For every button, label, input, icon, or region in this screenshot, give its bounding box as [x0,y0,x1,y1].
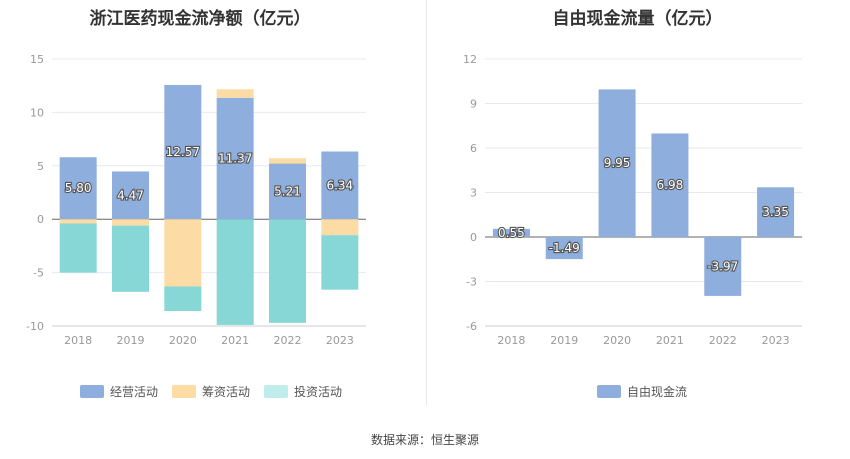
y-tick-label: 5 [37,160,44,173]
bar-financing [164,219,202,287]
bar-financing [59,219,97,224]
legend-swatch-free-cash [597,385,621,398]
x-tick-label: 2018 [497,334,525,347]
data-source-note: 数据来源：恒生聚源 [370,433,479,447]
bar-financing [112,219,149,226]
y-tick-label: 10 [30,106,44,119]
bar-investing [164,286,202,312]
legend-swatch-investing [264,385,289,398]
bar-operating [164,84,202,220]
data-label: 9.95 [604,156,631,170]
y-tick-label: -3 [466,276,477,289]
x-tick-label: 2019 [550,334,578,347]
y-tick-label: 15 [30,53,44,66]
legend-label-financing: 筹资活动 [202,385,251,399]
legend-item-investing[interactable]: 投资活动 [264,383,342,400]
left-legend: 经营活动 筹资活动 投资活动 [80,383,342,400]
legend-swatch-financing [172,385,197,398]
y-tick-label: 3 [470,187,477,200]
legend-label-operating: 经营活动 [110,385,159,399]
chart-0-group: 15 10 5 0 -5 -10 2018 2019 2020 2021 2022 2023 5.80 4… [26,53,366,347]
bar-investing [321,235,359,290]
legend-label-investing: 投资活动 [294,385,343,399]
legend-item-financing[interactable]: 筹资活动 [172,383,250,400]
legend-item-free-cash[interactable]: 自由现金流 [597,383,687,400]
bar-operating [321,151,359,220]
data-label: 6.34 [326,178,353,192]
x-tick-label: 2022 [274,334,302,347]
data-label: 5.21 [274,184,301,198]
bar-free_cash [757,187,795,237]
y-tick-label: 0 [37,213,44,226]
bar-investing [269,219,306,323]
legend-label-free-cash: 自由现金流 [627,385,688,399]
bar-investing [59,223,97,273]
panel-divider [426,0,427,405]
bar-operating [59,157,97,220]
left-chart-title: 浙江医药现金流净额（亿元） [89,9,311,29]
bar-operating [269,163,306,220]
bar-investing [112,225,149,292]
y-tick-label: 6 [470,142,477,155]
x-tick-label: 2023 [762,334,790,347]
bar-financing [269,158,306,164]
y-tick-label: 9 [470,98,477,111]
right-legend: 自由现金流 [597,383,687,400]
right-chart-title: 自由现金流量（亿元） [552,9,723,29]
bar-free_cash [704,237,742,296]
bar-financing [321,219,359,236]
y-tick-label: -6 [466,320,477,333]
data-label: 11.37 [218,151,252,165]
y-tick-label: 12 [463,53,477,66]
data-label: 4.47 [117,188,144,202]
data-label: 6.98 [657,178,684,192]
data-label: 3.35 [762,205,789,219]
bar-financing [216,89,254,98]
chart-1-group: 12 9 6 3 0 -3 -6 2018 2019 2020 2021 2022 2023 0.55 -1… [463,53,802,347]
data-label: -3.97 [707,259,738,273]
bar-free_cash [651,133,689,237]
y-tick-label: 0 [470,231,477,244]
data-label: 0.55 [498,226,525,240]
x-tick-label: 2019 [117,334,145,347]
bar-operating [112,171,149,220]
x-tick-label: 2022 [709,334,737,347]
bar-operating [216,97,254,220]
data-label: 5.80 [65,181,92,195]
x-tick-label: 2020 [603,334,631,347]
x-tick-label: 2021 [656,334,684,347]
y-tick-label: -10 [26,320,44,333]
x-tick-label: 2018 [64,334,92,347]
bar-investing [216,219,254,325]
bar-free_cash [598,89,636,238]
x-tick-label: 2021 [221,334,249,347]
legend-swatch-operating [80,385,104,398]
x-tick-label: 2020 [169,334,197,347]
y-tick-label: -5 [33,267,44,280]
legend-item-operating[interactable]: 经营活动 [80,383,158,400]
data-label: -1.49 [549,241,580,255]
bar-free_cash [492,228,530,237]
bar-free_cash [545,237,583,260]
x-tick-label: 2023 [326,334,354,347]
data-label: 12.57 [166,145,200,159]
